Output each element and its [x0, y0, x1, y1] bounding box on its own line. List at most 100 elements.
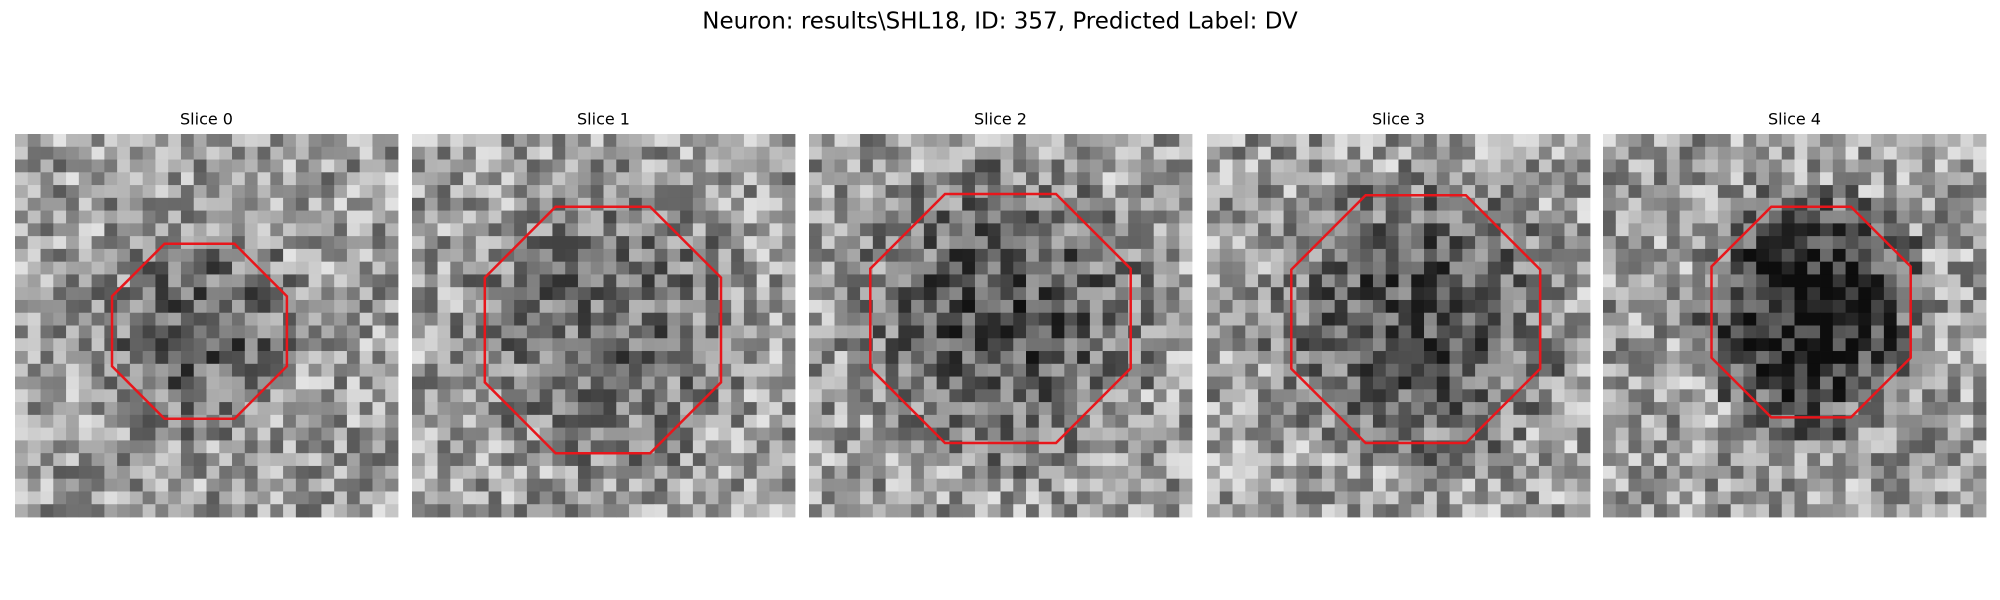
pixel — [552, 312, 566, 326]
pixel — [1000, 236, 1014, 250]
pixel — [155, 172, 169, 186]
pixel — [1794, 236, 1808, 250]
pixel — [475, 453, 489, 467]
pixel — [705, 274, 719, 288]
pixel — [372, 389, 386, 403]
pixel — [565, 363, 579, 377]
pixel — [219, 389, 233, 403]
pixel — [1947, 287, 1961, 301]
pixel — [590, 312, 604, 326]
pixel — [1603, 338, 1617, 352]
pixel — [193, 453, 207, 467]
pixel — [1717, 427, 1732, 441]
pixel — [860, 440, 874, 454]
pixel — [488, 453, 502, 467]
pixel — [66, 325, 80, 339]
pixel — [629, 185, 643, 199]
pixel — [1513, 223, 1527, 237]
pixel — [1909, 185, 1923, 199]
pixel — [552, 351, 566, 365]
pixel — [1781, 427, 1795, 441]
pixel — [1666, 453, 1680, 467]
pixel — [206, 402, 220, 416]
pixel — [450, 465, 464, 480]
pixel — [1628, 210, 1642, 224]
pixel — [488, 299, 502, 314]
pixel — [1922, 185, 1936, 199]
pixel — [860, 172, 874, 186]
pixel — [1424, 236, 1438, 250]
pixel — [219, 414, 233, 429]
pixel — [168, 159, 182, 173]
pixel — [718, 248, 732, 263]
pixel — [1654, 248, 1668, 263]
pixel — [372, 338, 386, 352]
pixel — [1973, 210, 1987, 224]
pixel — [987, 223, 1001, 237]
pixel — [949, 478, 963, 492]
pixel — [257, 363, 271, 377]
pixel — [1845, 274, 1859, 288]
pixel — [1922, 414, 1936, 429]
pixel — [1449, 389, 1463, 403]
pixel — [244, 453, 258, 467]
pixel — [898, 325, 912, 339]
pixel — [1577, 299, 1591, 314]
pixel — [1207, 134, 1221, 148]
pixel — [104, 274, 118, 288]
pixel — [1832, 338, 1846, 352]
pixel — [1934, 491, 1949, 505]
pixel — [1960, 274, 1974, 288]
pixel — [1179, 440, 1193, 454]
pixel — [936, 453, 950, 467]
pixel — [1807, 287, 1821, 301]
pixel — [809, 491, 823, 505]
pixel — [1166, 159, 1180, 173]
pixel — [412, 414, 426, 429]
pixel — [1896, 312, 1910, 326]
pixel — [1807, 465, 1821, 480]
pixel — [539, 363, 553, 377]
pixel — [731, 325, 745, 339]
pixel — [180, 402, 195, 416]
pixel — [949, 146, 963, 160]
pixel — [936, 414, 950, 429]
pixel — [270, 376, 284, 390]
pixel — [15, 134, 29, 148]
pixel — [78, 440, 92, 454]
pixel — [603, 197, 617, 211]
pixel — [1102, 338, 1116, 352]
pixel — [1258, 376, 1272, 390]
pixel — [949, 351, 963, 365]
pixel — [1615, 248, 1629, 263]
pixel — [488, 134, 502, 148]
pixel — [1000, 465, 1014, 480]
pixel — [1270, 376, 1284, 390]
pixel — [821, 389, 835, 403]
pixel — [1270, 248, 1284, 263]
pixel — [15, 325, 29, 339]
pixel — [1089, 325, 1104, 339]
pixel — [1270, 299, 1284, 314]
pixel — [193, 376, 207, 390]
pixel — [463, 210, 477, 224]
pixel — [385, 504, 399, 518]
pixel — [1385, 414, 1399, 429]
pixel — [641, 210, 655, 224]
pixel — [463, 465, 477, 480]
pixel — [321, 389, 335, 403]
pixel — [718, 478, 732, 492]
pixel — [962, 402, 976, 416]
pixel — [78, 491, 92, 505]
pixel — [53, 159, 67, 173]
pixel — [40, 402, 54, 416]
pixel — [667, 402, 681, 416]
pixel — [1807, 261, 1821, 275]
pixel — [1820, 134, 1834, 148]
pixel — [769, 389, 783, 403]
pixel — [692, 261, 707, 275]
pixel — [15, 210, 29, 224]
pixel — [270, 185, 284, 199]
pixel — [1140, 197, 1155, 211]
pixel — [539, 414, 553, 429]
